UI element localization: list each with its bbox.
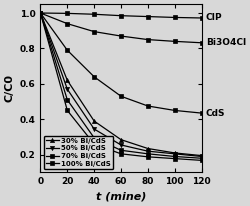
- Y-axis label: C/C0: C/C0: [4, 74, 14, 102]
- 30% Bi/CdS: [93, 120, 96, 122]
- Bi3O4Cl: [66, 22, 69, 25]
- Bi3O4Cl: [146, 38, 149, 41]
- 100% Bi/CdS: [200, 159, 203, 162]
- 70% Bi/CdS: [39, 12, 42, 14]
- CIP: [120, 14, 122, 17]
- CdS: [93, 76, 96, 78]
- CIP: [93, 13, 96, 15]
- 50% Bi/CdS: [200, 155, 203, 158]
- 30% Bi/CdS: [200, 154, 203, 157]
- CIP: [39, 12, 42, 14]
- CIP: [200, 17, 203, 19]
- Bi3O4Cl: [173, 40, 176, 43]
- Legend: 30% Bi/CdS, 50% Bi/CdS, 70% Bi/CdS, 100% Bi/CdS: 30% Bi/CdS, 50% Bi/CdS, 70% Bi/CdS, 100%…: [44, 136, 113, 169]
- CIP: [146, 15, 149, 18]
- 70% Bi/CdS: [200, 157, 203, 159]
- 70% Bi/CdS: [146, 153, 149, 155]
- 100% Bi/CdS: [173, 157, 176, 160]
- 100% Bi/CdS: [93, 143, 96, 145]
- Bi3O4Cl: [120, 35, 122, 37]
- 30% Bi/CdS: [146, 147, 149, 150]
- Bi3O4Cl: [200, 42, 203, 44]
- 30% Bi/CdS: [39, 12, 42, 14]
- CdS: [39, 12, 42, 14]
- 100% Bi/CdS: [66, 109, 69, 112]
- Line: 100% Bi/CdS: 100% Bi/CdS: [38, 11, 204, 163]
- CdS: [200, 112, 203, 114]
- 70% Bi/CdS: [66, 98, 69, 101]
- Line: 70% Bi/CdS: 70% Bi/CdS: [38, 11, 204, 160]
- CdS: [120, 95, 122, 97]
- 100% Bi/CdS: [39, 12, 42, 14]
- Text: CdS: CdS: [206, 109, 225, 118]
- 50% Bi/CdS: [146, 150, 149, 152]
- CdS: [146, 105, 149, 107]
- 70% Bi/CdS: [120, 149, 122, 152]
- Line: CIP: CIP: [38, 11, 204, 20]
- 30% Bi/CdS: [120, 138, 122, 141]
- 50% Bi/CdS: [120, 144, 122, 146]
- Line: 50% Bi/CdS: 50% Bi/CdS: [38, 11, 204, 159]
- 50% Bi/CdS: [66, 88, 69, 90]
- CIP: [66, 12, 69, 15]
- Text: CIP: CIP: [206, 13, 222, 22]
- 70% Bi/CdS: [93, 137, 96, 139]
- 50% Bi/CdS: [173, 153, 176, 155]
- Bi3O4Cl: [93, 30, 96, 33]
- 100% Bi/CdS: [146, 156, 149, 158]
- 50% Bi/CdS: [93, 128, 96, 130]
- Line: 30% Bi/CdS: 30% Bi/CdS: [38, 11, 204, 158]
- 100% Bi/CdS: [120, 153, 122, 155]
- Line: Bi3O4Cl: Bi3O4Cl: [38, 11, 204, 45]
- Bi3O4Cl: [39, 12, 42, 14]
- CdS: [173, 109, 176, 112]
- CdS: [66, 49, 69, 52]
- 30% Bi/CdS: [66, 79, 69, 82]
- CIP: [173, 16, 176, 19]
- Line: CdS: CdS: [38, 11, 204, 115]
- 30% Bi/CdS: [173, 152, 176, 154]
- Text: Bi3O4Cl: Bi3O4Cl: [206, 38, 246, 47]
- X-axis label: t (mine): t (mine): [96, 192, 146, 202]
- 50% Bi/CdS: [39, 12, 42, 14]
- 70% Bi/CdS: [173, 155, 176, 158]
